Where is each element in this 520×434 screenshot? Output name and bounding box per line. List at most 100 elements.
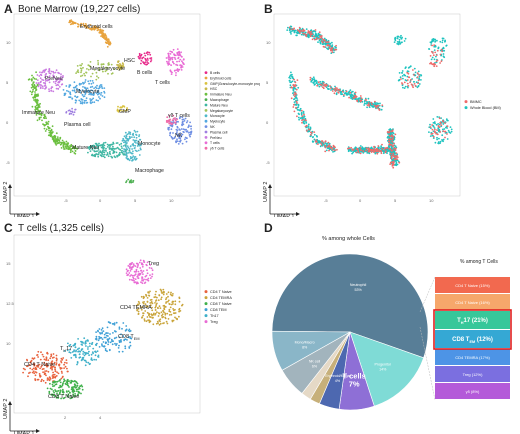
cell-point (178, 53, 181, 55)
cell-point (106, 153, 109, 156)
cell-point (131, 152, 134, 155)
cell-point (53, 381, 55, 384)
cell-point (139, 56, 142, 58)
cell-point (42, 379, 45, 382)
cell-point (166, 322, 169, 325)
cell-point (395, 155, 397, 158)
cell-point (71, 351, 74, 353)
cell-point (168, 122, 171, 125)
cell-point (435, 54, 438, 56)
cell-point (55, 69, 58, 72)
cell-point (39, 102, 41, 105)
pie-slice (271, 330, 352, 371)
cell-point (317, 143, 319, 146)
cell-point (41, 378, 43, 381)
cell-point (70, 357, 73, 359)
cell-point (101, 68, 104, 71)
cell-point (167, 57, 170, 59)
legend-label: Megakaryocyte (210, 109, 233, 113)
cell-point (105, 341, 108, 344)
cell-point (40, 84, 42, 87)
cell-point (37, 109, 40, 112)
cell-point (133, 156, 136, 159)
cell-point (47, 120, 50, 123)
cell-point (91, 80, 94, 82)
cell-point (434, 38, 437, 41)
cell-point (54, 71, 57, 74)
cell-point (439, 122, 442, 124)
y-tick-label: 5 (266, 80, 269, 85)
cell-point (433, 44, 435, 46)
cell-point (311, 141, 314, 143)
cell-point (127, 336, 130, 339)
cell-point (175, 128, 178, 131)
cell-point (167, 299, 170, 302)
cell-point (387, 133, 390, 136)
cell-point (56, 83, 59, 86)
cell-point (51, 367, 53, 369)
cell-point (307, 127, 310, 129)
cell-point (129, 133, 132, 136)
cell-point (88, 93, 90, 96)
legend-label: Immature Neu (210, 93, 232, 97)
cell-point (169, 306, 172, 309)
cell-point (73, 111, 76, 114)
cell-point (418, 74, 420, 76)
cell-point (310, 30, 313, 33)
cell-point (160, 296, 163, 299)
cell-point (174, 308, 176, 311)
cell-point (123, 339, 125, 342)
cell-point (147, 53, 149, 56)
cell-point (309, 133, 312, 136)
cell-point (98, 151, 100, 154)
cell-point (318, 31, 321, 34)
cell-point (68, 21, 71, 24)
cell-point (60, 360, 62, 362)
cell-point (303, 113, 305, 116)
cluster-label: Macrophage (135, 168, 164, 174)
cell-point (39, 86, 42, 89)
cell-point (388, 146, 390, 149)
cell-point (412, 69, 414, 71)
cell-point (90, 29, 93, 31)
cell-point (169, 53, 172, 55)
cell-point (125, 142, 128, 145)
cell-point (359, 145, 362, 147)
cell-point (136, 130, 139, 133)
cell-point (383, 148, 386, 151)
legend-label: NK (210, 125, 215, 129)
cluster-label: CD4 TEMRA (120, 305, 152, 311)
cell-point (376, 105, 378, 108)
cell-point (81, 63, 83, 65)
cell-point (85, 361, 88, 363)
whole-blood-cells (386, 128, 400, 167)
cell-point (129, 337, 132, 339)
cell-point (176, 68, 179, 70)
cell-point (184, 136, 187, 139)
cell-point (297, 116, 300, 119)
cell-point (441, 134, 444, 137)
cell-point (415, 81, 418, 84)
cell-point (137, 149, 140, 152)
cell-point (178, 297, 181, 300)
cell-point (177, 134, 180, 136)
cell-point (117, 67, 119, 70)
cell-point (68, 345, 71, 347)
bmmc-cells (400, 69, 420, 89)
cell-point (434, 40, 437, 42)
cell-point (33, 372, 36, 375)
cell-point (97, 67, 100, 70)
cell-point (128, 148, 131, 150)
stacked-bar-segment (435, 330, 510, 348)
cell-point (381, 143, 383, 146)
y-tick-label: 10 (6, 341, 11, 346)
cluster-mature-neu (87, 141, 131, 159)
cell-point (62, 75, 64, 77)
cell-point (374, 152, 377, 155)
cell-point (67, 90, 70, 93)
cell-point (366, 104, 369, 106)
cell-point (442, 140, 444, 143)
cell-point (90, 99, 92, 102)
cell-point (34, 91, 36, 93)
cell-point (318, 39, 321, 42)
